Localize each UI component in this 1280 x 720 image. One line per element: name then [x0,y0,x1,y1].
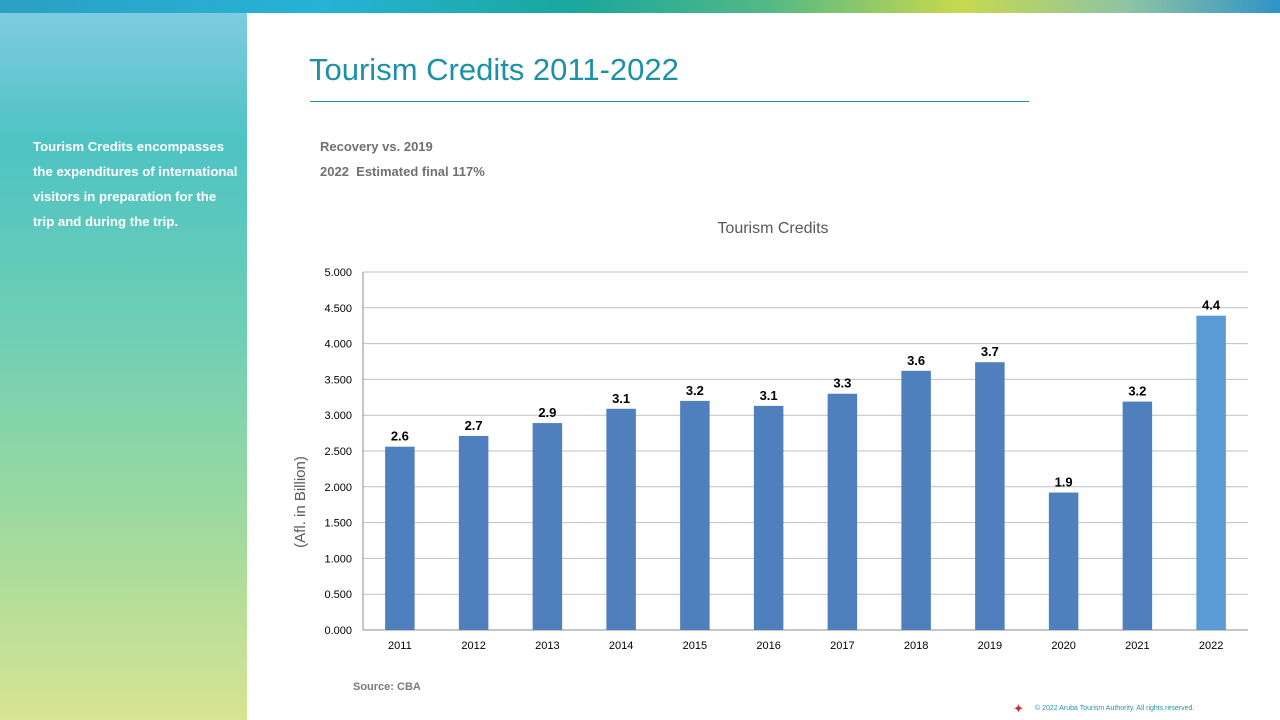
x-tick-labels: 2011 2012 2013 2014 2015 2016 2017 2018 2019 2020… [388,640,1223,652]
x-tick-label-2012: 2012 [461,640,485,652]
source-note: Source: CBA [353,681,421,693]
bar-2022 [1196,315,1226,630]
bar-2021 [1122,401,1153,630]
data-label-2020: 1.9 [1055,475,1073,490]
y-tick-label: 0.500 [324,589,352,601]
top-accent-bar [0,0,1280,13]
x-tick-label-2013: 2013 [535,640,559,652]
data-label-2019: 3.7 [981,344,999,359]
y-tick-label: 3.000 [324,410,352,422]
data-label-2014: 3.1 [612,391,630,406]
data-label-2011: 2.6 [391,429,409,444]
x-tick-label-2016: 2016 [756,640,780,652]
data-label-2016: 3.1 [760,388,778,403]
data-label-2012: 2.7 [465,418,483,433]
x-tick-label-2022: 2022 [1199,640,1223,652]
bar-2019 [975,362,1005,630]
data-label-2017: 3.3 [833,376,851,391]
x-tick-label-2017: 2017 [830,640,854,652]
data-label-2013: 2.9 [538,405,556,420]
y-tick-label: 1.500 [324,518,352,530]
bar-2017 [827,393,858,630]
x-tick-label-2021: 2021 [1125,640,1149,652]
y-tick-label: 2.000 [324,482,352,494]
estimate-note: 2022 Estimated final 117% [320,164,485,179]
page-title: Tourism Credits 2011-2022 [309,52,679,87]
chart-title: Tourism Credits [717,220,828,237]
side-panel [0,13,247,720]
y-tick-label: 4.500 [324,303,352,315]
y-tick-label: 3.500 [324,374,352,386]
bar-2013 [532,423,563,630]
star-icon: ✦ [1013,701,1024,716]
y-tick-label: 2.500 [324,446,352,458]
y-tick-label: 4.000 [324,339,352,351]
x-tick-label-2014: 2014 [609,640,633,652]
data-label-2022: 4.4 [1202,298,1221,313]
x-tick-label-2015: 2015 [683,640,707,652]
title-underline [310,101,1029,102]
x-tick-label-2018: 2018 [904,640,928,652]
gridlines [362,271,1248,631]
data-label-2021: 3.2 [1128,384,1146,399]
y-tick-label: 5.000 [324,267,352,279]
y-tick-labels: 0.000 0.500 1.000 1.500 2.000 2.500 3.000 3.500… [324,267,352,637]
copyright-text: © 2022 Aruba Tourism Authority. All righ… [1035,705,1195,712]
y-tick-label: 1.000 [324,553,352,565]
y-axis-label: (Afl. in Billion) [292,456,309,548]
bar-2020 [1048,492,1079,630]
bar-2018 [901,370,931,630]
bars [385,315,1226,630]
bar-2011 [385,446,415,630]
x-tick-label-2019: 2019 [978,640,1002,652]
y-tick-label: 0.000 [324,625,352,637]
bar-2015 [680,400,710,630]
data-label-2015: 3.2 [686,383,704,398]
bar-2012 [458,435,489,630]
data-label-2018: 3.6 [907,353,925,368]
recovery-note: Recovery vs. 2019 [320,139,433,154]
bar-2014 [606,408,636,630]
x-tick-label-2020: 2020 [1051,640,1075,652]
side-description: Tourism Credits encompasses the expendit… [33,139,238,229]
x-tick-label-2011: 2011 [388,640,412,652]
data-labels: 2.6 2.7 2.9 3.1 3.2 3.1 3.3 3.6 3.7 1.9 3.2 4.4 [391,298,1221,490]
bar-2016 [753,405,784,630]
